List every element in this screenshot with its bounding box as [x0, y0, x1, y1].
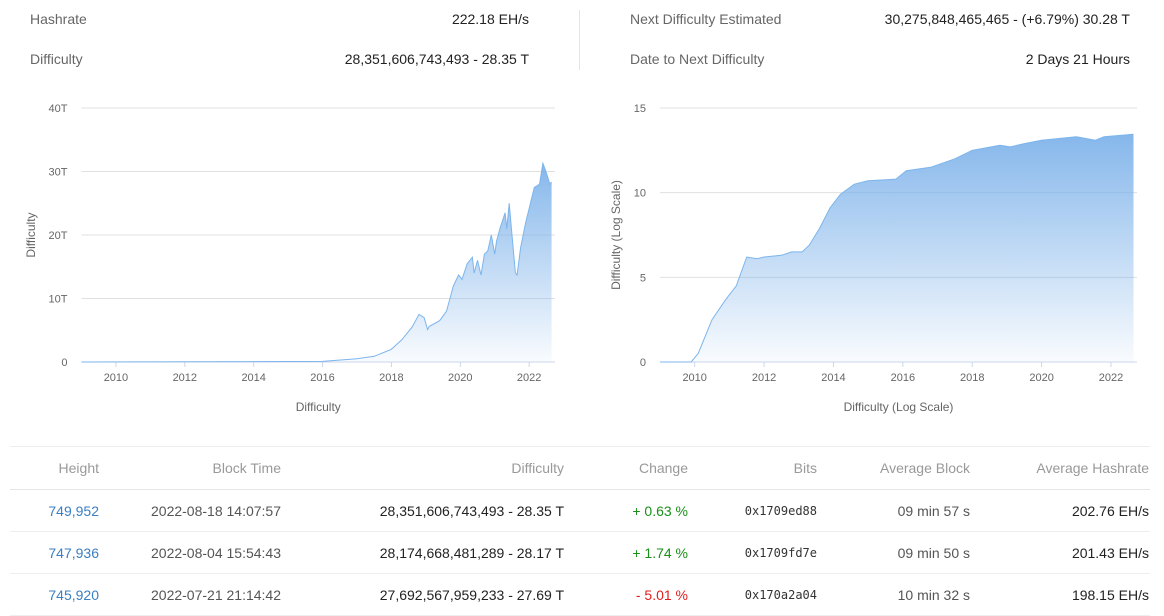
x-axis-title: Difficulty [296, 400, 341, 414]
y-axis-title: Difficulty [24, 212, 38, 257]
x-tick-label: 2020 [1029, 372, 1053, 384]
y-axis-title: Difficulty (Log Scale) [609, 180, 623, 290]
height-link[interactable]: 749,952 [10, 489, 100, 532]
x-tick-label: 2020 [448, 372, 472, 384]
bits: 0x1709fd7e [689, 531, 818, 574]
x-tick-label: 2014 [821, 372, 845, 384]
col-average-hashrate: Average Hashrate [971, 446, 1150, 490]
block-time: 2022-07-21 21:14:42 [100, 573, 282, 616]
difficulty: 27,692,567,959,233 - 27.69 T [282, 573, 565, 616]
bits: 0x170a2a04 [689, 573, 818, 616]
x-tick-label: 2010 [682, 372, 706, 384]
block-time: 2022-08-18 14:07:57 [100, 489, 282, 532]
table-row: 745,920 2022-07-21 21:14:42 27,692,567,959… [10, 573, 1150, 616]
average-block: 09 min 57 s [818, 489, 971, 532]
x-tick-label: 2016 [891, 372, 915, 384]
x-tick-label: 2018 [960, 372, 984, 384]
y-tick-label: 40T [49, 103, 68, 115]
difficulty: 28,174,668,481,289 - 28.17 T [282, 531, 565, 574]
divider [579, 10, 580, 70]
difficulty-chart: 0 10T 20T 30T 40T 2010 2012 2014 2016 2018 2020 202… [24, 103, 555, 414]
bits: 0x1709ed88 [689, 489, 818, 532]
difficulty-table: Height Block Time Difficulty Change Bits… [10, 446, 1150, 616]
y-tick-label: 30T [49, 167, 68, 179]
change: - 5.01 % [565, 573, 689, 616]
average-hashrate: 201.43 EH/s [971, 531, 1150, 574]
date-next-value: 2 Days 21 Hours [1025, 51, 1130, 67]
average-hashrate: 202.76 EH/s [971, 489, 1150, 532]
x-axis-title: Difficulty (Log Scale) [844, 400, 954, 414]
height-link[interactable]: 745,920 [10, 573, 100, 616]
col-difficulty: Difficulty [282, 446, 565, 490]
y-tick-label: 0 [640, 357, 646, 369]
block-time: 2022-08-04 15:54:43 [100, 531, 282, 574]
change: + 1.74 % [565, 531, 689, 574]
y-tick-label: 20T [49, 230, 68, 242]
col-bits: Bits [689, 446, 818, 490]
x-tick-label: 2022 [1099, 372, 1123, 384]
average-block: 10 min 32 s [818, 573, 971, 616]
y-tick-label: 10 [634, 188, 646, 200]
hashrate-label: Hashrate [30, 11, 87, 27]
series-line [660, 133, 1134, 363]
x-tick-label: 2014 [241, 372, 265, 384]
col-block-time: Block Time [100, 446, 282, 490]
x-tick-label: 2012 [173, 372, 197, 384]
next-difficulty-value: 30,275,848,465,465 - (+6.79%) 30.28 T [884, 11, 1130, 27]
difficulty: 28,351,606,743,493 - 28.35 T [282, 489, 565, 532]
area-fill [660, 134, 1134, 362]
y-tick-label: 10T [49, 294, 68, 306]
table-row: 747,936 2022-08-04 15:54:43 28,174,668,481… [10, 531, 1150, 574]
y-tick-label: 0 [61, 357, 67, 369]
log-difficulty-chart: 0 5 10 15 2010 2012 2014 2016 2018 2020 2022 Diffic… [609, 103, 1137, 414]
average-block: 09 min 50 s [818, 531, 971, 574]
difficulty-label: Difficulty [30, 51, 83, 67]
x-tick-label: 2016 [310, 372, 334, 384]
x-tick-label: 2018 [379, 372, 403, 384]
series-line [81, 161, 552, 363]
area-fill [81, 163, 552, 362]
height-link[interactable]: 747,936 [10, 531, 100, 574]
next-difficulty-label: Next Difficulty Estimated [630, 11, 782, 27]
col-average-block: Average Block [818, 446, 971, 490]
average-hashrate: 198.15 EH/s [971, 573, 1150, 616]
table-header: Height Block Time Difficulty Change Bits… [10, 446, 1150, 490]
col-height: Height [10, 446, 100, 490]
x-tick-label: 2022 [517, 372, 541, 384]
change: + 0.63 % [565, 489, 689, 532]
date-next-label: Date to Next Difficulty [630, 51, 765, 67]
y-tick-label: 15 [634, 103, 646, 115]
hashrate-value: 222.18 EH/s [451, 11, 529, 27]
difficulty-value: 28,351,606,743,493 - 28.35 T [344, 51, 529, 67]
x-tick-label: 2012 [752, 372, 776, 384]
y-tick-label: 5 [640, 272, 646, 284]
x-tick-label: 2010 [104, 372, 128, 384]
table-row: 749,952 2022-08-18 14:07:57 28,351,606,743… [10, 489, 1150, 532]
col-change: Change [565, 446, 689, 490]
